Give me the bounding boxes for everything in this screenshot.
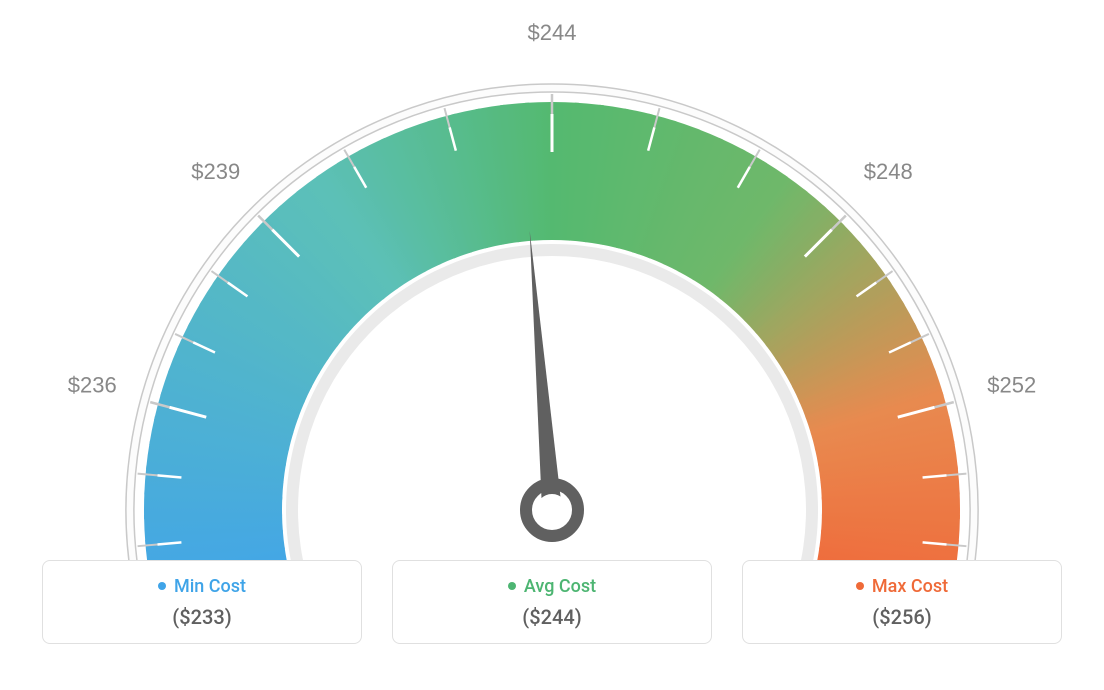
- legend-max-value: ($256): [753, 605, 1051, 629]
- legend-max-label: Max Cost: [856, 576, 948, 597]
- svg-text:$252: $252: [987, 372, 1036, 397]
- legend-avg-box: Avg Cost ($244): [392, 560, 712, 644]
- legend-avg-value: ($244): [403, 605, 701, 629]
- cost-gauge-widget: $233$236$239$244$248$252$256 Min Cost ($…: [0, 0, 1104, 690]
- legend-avg-label: Avg Cost: [508, 576, 596, 597]
- legend-min-text: Min Cost: [174, 576, 246, 597]
- legend-max-text: Max Cost: [872, 576, 948, 597]
- svg-text:$248: $248: [864, 159, 913, 184]
- svg-text:$236: $236: [68, 372, 117, 397]
- legend-min-label: Min Cost: [158, 576, 246, 597]
- legend-min-value: ($233): [53, 605, 351, 629]
- legend-max-box: Max Cost ($256): [742, 560, 1062, 644]
- legend-min-dot: [158, 582, 166, 590]
- gauge-chart: $233$236$239$244$248$252$256: [0, 0, 1104, 540]
- legend-min-box: Min Cost ($233): [42, 560, 362, 644]
- legend-max-dot: [856, 582, 864, 590]
- svg-text:$239: $239: [191, 159, 240, 184]
- legend-avg-dot: [508, 582, 516, 590]
- legend-avg-text: Avg Cost: [524, 576, 596, 597]
- svg-text:$244: $244: [528, 20, 577, 45]
